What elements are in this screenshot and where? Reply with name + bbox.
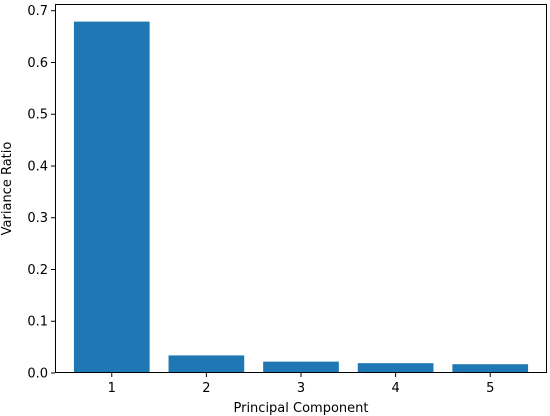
x-tick-label: 5 [486, 381, 494, 396]
x-tick-label: 3 [297, 381, 305, 396]
x-axis-label: Principal Component [233, 401, 368, 416]
plot-frame [55, 4, 547, 373]
y-tick-label: 0.6 [27, 56, 48, 71]
bar-4 [357, 363, 434, 373]
bar-2 [168, 355, 245, 373]
x-axis: 1 2 3 4 5 [108, 373, 494, 396]
bar-3 [263, 361, 339, 373]
y-tick-label: 0.7 [27, 4, 48, 19]
y-axis-label: Variance Ratio [0, 142, 15, 236]
y-tick-label: 0.2 [27, 263, 48, 278]
y-tick-label: 0.5 [27, 108, 48, 123]
bar-5 [452, 364, 529, 373]
y-tick-label: 0.3 [27, 211, 48, 226]
x-tick-label: 4 [391, 381, 399, 396]
x-tick-label: 1 [108, 381, 116, 396]
x-tick-label: 2 [202, 381, 210, 396]
y-tick-label: 0.1 [27, 315, 48, 330]
y-axis: 0.0 0.1 0.2 0.3 0.4 0.5 0.6 0.7 [27, 4, 55, 382]
y-tick-label: 0.0 [27, 367, 48, 382]
bar-1 [73, 21, 150, 374]
bars-group [73, 21, 529, 374]
y-tick-label: 0.4 [27, 159, 48, 174]
